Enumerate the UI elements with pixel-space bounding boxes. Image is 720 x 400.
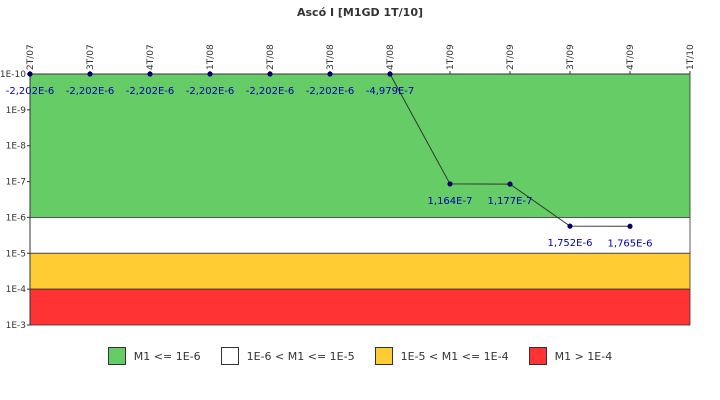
x-tick-label-4: 2T/08 bbox=[266, 44, 276, 70]
legend-label-3: M1 > 1E-4 bbox=[554, 349, 613, 363]
data-label-8: 1,177E-7 bbox=[488, 196, 533, 207]
legend-swatch-3 bbox=[528, 347, 547, 365]
x-tick-label-2: 4T/07 bbox=[146, 44, 156, 70]
data-label-4: -2,202E-6 bbox=[246, 86, 295, 97]
y-tick-label-5: 1E-5 bbox=[6, 249, 26, 259]
x-tick-label-3: 1T/08 bbox=[206, 44, 216, 70]
legend-swatch-0 bbox=[107, 347, 126, 365]
y-tick-label-6: 1E-4 bbox=[6, 285, 27, 295]
legend-label-1: 1E-6 < M1 <= 1E-5 bbox=[246, 349, 355, 363]
threshold-bands bbox=[29, 73, 691, 326]
x-axis: 2T/07 3T/07 4T/07 1T/08 2T/08 3T/08 4T/08 1T/09… bbox=[26, 44, 696, 75]
legend-swatch-1 bbox=[220, 347, 239, 365]
data-point-7 bbox=[447, 181, 453, 187]
y-tick-label-4: 1E-6 bbox=[6, 213, 27, 223]
data-labels: -2,202E-6 -2,202E-6 -2,202E-6 -2,202E-6 -2,2… bbox=[6, 86, 653, 249]
data-point-3 bbox=[207, 71, 213, 77]
data-point-0 bbox=[27, 71, 33, 77]
data-point-1 bbox=[87, 71, 93, 77]
data-label-9: 1,752E-6 bbox=[548, 238, 593, 249]
data-label-5: -2,202E-6 bbox=[306, 86, 355, 97]
y-tick-label-3: 1E-7 bbox=[6, 178, 26, 188]
y-tick-label-2: 1E-8 bbox=[6, 142, 27, 152]
data-point-10 bbox=[627, 223, 633, 229]
data-label-0: -2,202E-6 bbox=[6, 86, 55, 97]
legend-item-1: 1E-6 < M1 <= 1E-5 bbox=[220, 347, 355, 365]
x-tick-label-7: 1T/09 bbox=[446, 44, 456, 70]
x-tick-label-11: 1T/10 bbox=[686, 44, 696, 70]
legend-item-0: M1 <= 1E-6 bbox=[107, 347, 201, 365]
data-point-6 bbox=[387, 71, 393, 77]
data-label-2: -2,202E-6 bbox=[126, 86, 175, 97]
data-label-10: 1,765E-6 bbox=[608, 238, 653, 249]
x-tick-label-1: 3T/07 bbox=[86, 44, 96, 70]
legend-swatch-2 bbox=[374, 347, 393, 365]
y-tick-label-1: 1E-9 bbox=[6, 106, 27, 116]
data-point-9 bbox=[567, 223, 573, 229]
data-label-1: -2,202E-6 bbox=[66, 86, 115, 97]
data-point-5 bbox=[327, 71, 333, 77]
y-tick-label-7: 1E-3 bbox=[6, 321, 26, 331]
data-point-4 bbox=[267, 71, 273, 77]
x-tick-label-8: 2T/09 bbox=[506, 44, 516, 70]
chart-title: Ascó I [M1GD 1T/10] bbox=[297, 6, 423, 19]
data-point-8 bbox=[507, 181, 513, 187]
x-tick-label-5: 3T/08 bbox=[326, 44, 336, 70]
legend-item-3: M1 > 1E-4 bbox=[528, 347, 613, 365]
chart: Ascó I [M1GD 1T/10] 1E-101E-91E-81E-71E-… bbox=[0, 6, 696, 331]
band-2 bbox=[29, 252, 691, 290]
band-3 bbox=[29, 288, 691, 326]
x-tick-label-6: 4T/08 bbox=[386, 44, 396, 70]
band-0 bbox=[29, 73, 691, 218]
data-label-7: 1,164E-7 bbox=[428, 196, 473, 207]
y-axis: 1E-10 1E-9 1E-8 1E-7 1E-6 1E-5 1E-4 1E-3 bbox=[0, 70, 31, 331]
legend-label-2: 1E-5 < M1 <= 1E-4 bbox=[400, 349, 509, 363]
x-tick-label-9: 3T/09 bbox=[566, 44, 576, 70]
series-line bbox=[27, 71, 633, 229]
data-label-6: -4,979E-7 bbox=[366, 86, 415, 97]
x-tick-label-10: 4T/09 bbox=[626, 44, 636, 70]
data-label-3: -2,202E-6 bbox=[186, 86, 235, 97]
legend-label-0: M1 <= 1E-6 bbox=[133, 349, 201, 363]
legend-item-2: 1E-5 < M1 <= 1E-4 bbox=[374, 347, 509, 365]
legend: M1 <= 1E-6 1E-6 < M1 <= 1E-5 1E-5 < M1 <= … bbox=[0, 344, 720, 368]
band-1 bbox=[29, 217, 691, 254]
data-point-2 bbox=[147, 71, 153, 77]
x-tick-label-0: 2T/07 bbox=[26, 44, 36, 70]
y-tick-label-0: 1E-10 bbox=[0, 70, 26, 80]
